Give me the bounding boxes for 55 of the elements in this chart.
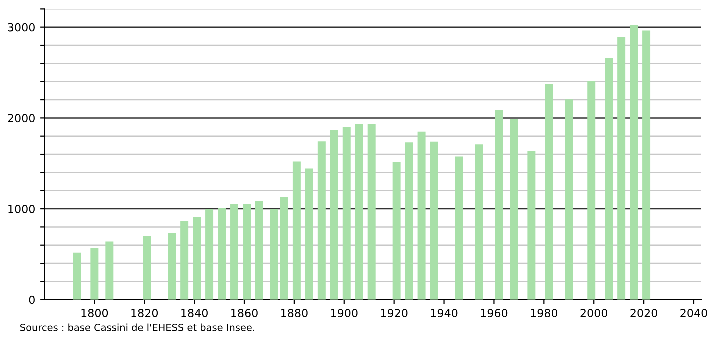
bar <box>368 124 376 300</box>
bar <box>230 204 239 300</box>
bar <box>206 209 214 300</box>
bar <box>475 144 484 300</box>
bar <box>168 233 176 300</box>
y-tick-label: 3000 <box>8 23 35 32</box>
x-tick-label: 1840 <box>182 309 208 318</box>
bar <box>455 156 464 300</box>
bar <box>355 124 364 300</box>
bar <box>143 236 152 300</box>
y-tick-label: 1000 <box>8 205 35 214</box>
bar <box>73 252 82 300</box>
x-tick-label: 1860 <box>232 309 258 318</box>
bar <box>90 248 99 300</box>
bar <box>106 242 114 300</box>
x-tick-label: 2020 <box>630 309 658 318</box>
bar <box>342 127 351 300</box>
x-tick-label: 1940 <box>431 309 458 318</box>
bar <box>330 130 338 300</box>
bar <box>510 119 518 300</box>
bar <box>318 142 326 300</box>
bar <box>218 208 226 300</box>
bar <box>430 142 438 300</box>
x-tick-label: 1800 <box>82 309 108 318</box>
bar <box>418 132 426 300</box>
bar <box>280 197 288 300</box>
x-tick-label: 1880 <box>282 309 308 318</box>
x-tick-label: 1960 <box>481 309 508 318</box>
bar <box>495 110 504 300</box>
bar <box>392 162 401 300</box>
bar <box>292 162 301 300</box>
x-tick-label: 1980 <box>531 309 558 318</box>
bar <box>545 84 554 300</box>
bar <box>305 168 314 300</box>
bar <box>180 221 189 300</box>
y-tick-label: 0 <box>29 296 35 304</box>
bar <box>630 24 638 300</box>
bar <box>243 204 251 300</box>
bar <box>255 201 264 300</box>
bar <box>193 217 202 300</box>
bar <box>642 30 651 300</box>
bar <box>618 37 626 300</box>
bar <box>605 58 614 300</box>
bar <box>270 209 278 300</box>
x-tick-label: 1820 <box>132 309 158 318</box>
bar <box>405 142 414 300</box>
y-tick-label: 2000 <box>8 114 35 123</box>
bar <box>565 100 574 300</box>
source-note: Sources : base Cassini de l'EHESS et base Insee. <box>20 324 254 332</box>
bar <box>528 150 536 300</box>
x-tick-label: 1900 <box>331 309 358 318</box>
x-tick-label: 1920 <box>381 309 408 318</box>
bar <box>588 81 596 300</box>
x-tick-label: 2040 <box>680 309 708 318</box>
x-tick-label: 2000 <box>580 309 608 318</box>
